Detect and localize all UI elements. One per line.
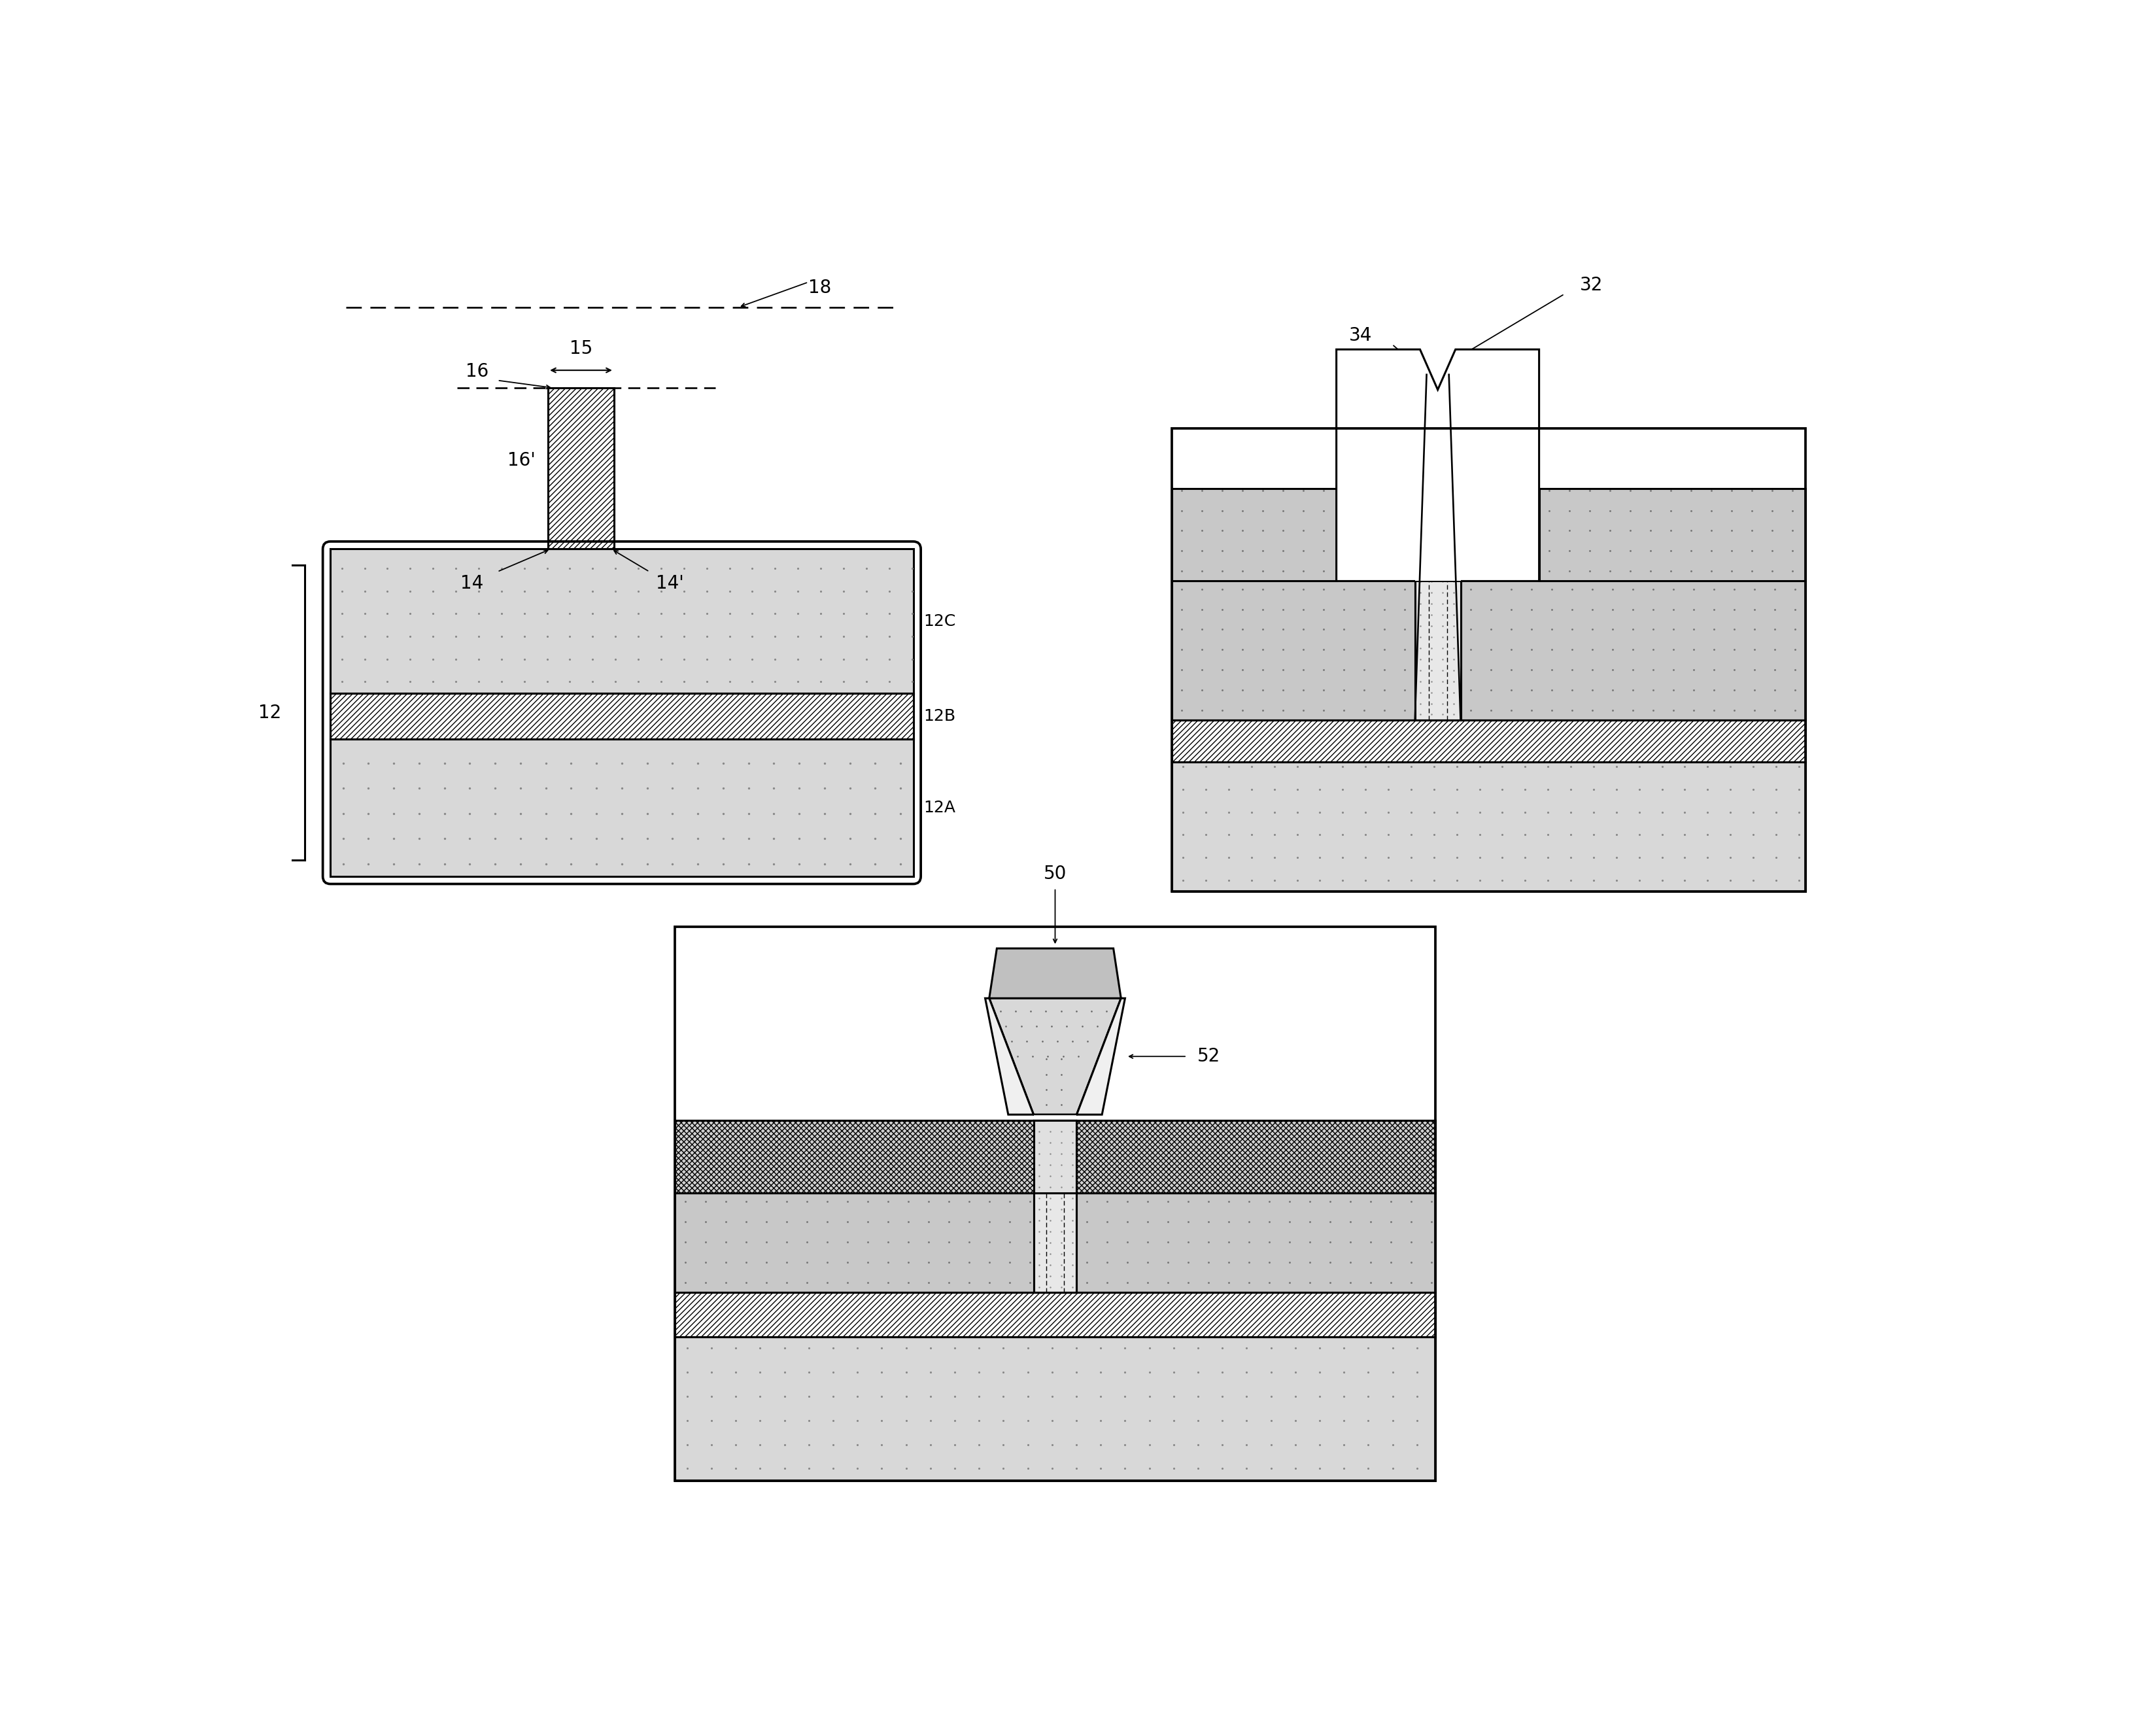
Polygon shape (985, 998, 1033, 1114)
Bar (1171, 762, 1805, 892)
Bar (675, 1292, 1434, 1336)
Bar (1033, 1114, 1076, 1121)
Bar (1171, 719, 1805, 762)
Text: 32: 32 (1578, 275, 1602, 294)
Bar (330, 694, 912, 738)
Bar (1076, 1121, 1434, 1193)
Bar (1076, 1121, 1434, 1193)
Bar (675, 1121, 1033, 1193)
Bar (330, 694, 912, 738)
Text: 14': 14' (655, 574, 683, 593)
Text: 14: 14 (461, 574, 483, 593)
Text: 18: 18 (808, 279, 830, 297)
Text: 12A: 12A (923, 800, 955, 815)
Bar (1076, 1121, 1434, 1193)
Text: 34: 34 (1348, 326, 1371, 345)
Bar (330, 549, 912, 694)
Text: 15: 15 (569, 340, 593, 357)
Bar (675, 1121, 1033, 1193)
Bar (1414, 581, 1460, 719)
Bar (1171, 719, 1805, 762)
Bar (1076, 1193, 1434, 1292)
Bar (675, 1336, 1434, 1480)
Text: 16': 16' (507, 451, 535, 470)
Bar (675, 1292, 1434, 1336)
Bar (1539, 489, 1805, 581)
Polygon shape (990, 948, 1121, 998)
Bar (675, 1121, 1033, 1193)
Bar (675, 1292, 1434, 1336)
Bar (1460, 581, 1805, 719)
Bar (1171, 719, 1805, 762)
Bar (675, 926, 1434, 1480)
Bar (1033, 1121, 1076, 1193)
Polygon shape (1337, 349, 1539, 581)
Text: 52: 52 (1197, 1048, 1220, 1066)
Bar (1033, 1193, 1076, 1292)
Text: 12B: 12B (923, 708, 955, 725)
Polygon shape (990, 998, 1121, 1114)
Bar (330, 738, 912, 877)
Bar (548, 388, 614, 549)
Bar (675, 1193, 1033, 1292)
Bar (1171, 489, 1337, 581)
Bar (548, 388, 614, 549)
Bar (1171, 429, 1805, 892)
Text: 16: 16 (466, 362, 489, 381)
Text: 50: 50 (1044, 865, 1067, 884)
Bar (1414, 567, 1460, 581)
Text: 12: 12 (259, 704, 280, 721)
Text: 12C: 12C (923, 614, 955, 629)
Polygon shape (1076, 998, 1125, 1114)
Bar (548, 388, 614, 549)
Bar (1171, 581, 1414, 719)
Bar (330, 694, 912, 738)
